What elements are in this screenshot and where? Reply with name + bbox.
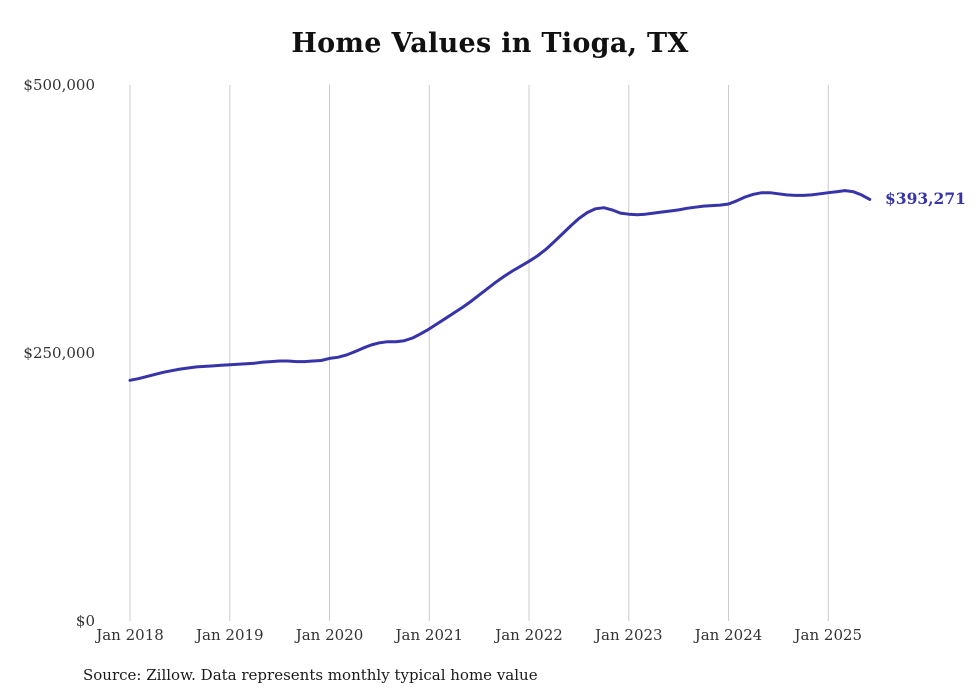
x-tick-label: Jan 2020 — [294, 626, 364, 644]
x-tick-label: Jan 2022 — [493, 626, 563, 644]
x-tick-label: Jan 2019 — [194, 626, 264, 644]
y-tick-label: $250,000 — [23, 344, 95, 362]
y-tick-label: $500,000 — [23, 76, 95, 94]
latest-value-label: $393,271 — [885, 189, 966, 208]
x-tick-label: Jan 2021 — [394, 626, 464, 644]
x-tick-label: Jan 2018 — [94, 626, 164, 644]
x-tick-label: Jan 2024 — [693, 626, 763, 644]
chart-title: Home Values in Tioga, TX — [291, 28, 689, 59]
source-note: Source: Zillow. Data represents monthly … — [83, 666, 538, 684]
home-value-line — [128, 189, 872, 382]
y-tick-label: $0 — [76, 612, 95, 630]
x-tick-label: Jan 2025 — [793, 626, 863, 644]
x-tick-label: Jan 2023 — [593, 626, 663, 644]
